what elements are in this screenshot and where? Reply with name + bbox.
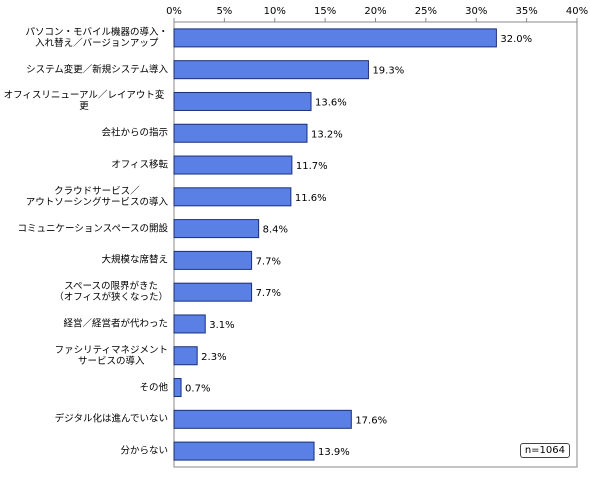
value-label: 11.7% — [296, 161, 328, 172]
y-tick-label: 大規模な席替え — [101, 254, 168, 266]
y-tick-label: デジタル化は進んでいない — [54, 413, 168, 425]
y-tick-label: コミュニケーションスペースの開設 — [17, 223, 168, 235]
x-tick-label: 25% — [415, 6, 437, 17]
y-tick-label: その他 — [139, 382, 168, 394]
bar — [173, 187, 292, 207]
annotation: n=1064 — [519, 443, 570, 458]
bar — [173, 346, 198, 366]
value-label: 2.3% — [201, 352, 226, 363]
y-tick-label: 経営／経営者が代わった — [63, 318, 168, 330]
y-tick-label: ファシリティマネジメント サービスの導入 — [54, 344, 168, 367]
value-label: 3.1% — [209, 320, 234, 331]
value-label: 13.6% — [315, 97, 347, 108]
bar — [173, 314, 206, 334]
x-tick-label: 5% — [216, 6, 232, 17]
value-label: 8.4% — [263, 225, 288, 236]
y-tick-label: オフィスリニューアル／レイアウト変更 — [3, 90, 165, 113]
value-label: 19.3% — [372, 66, 404, 77]
y-tick-label: クラウドサービス／ アウトソーシングサービスの導入 — [25, 185, 168, 208]
x-tick-label: 0% — [166, 6, 182, 17]
x-tick-label: 35% — [516, 6, 538, 17]
value-label: 17.6% — [355, 415, 387, 426]
value-label: 32.0% — [500, 34, 532, 45]
bar — [173, 250, 253, 270]
x-tick-label: 15% — [314, 6, 336, 17]
bar — [173, 28, 497, 48]
value-label: 13.2% — [311, 129, 343, 140]
x-tick-label: 10% — [264, 6, 286, 17]
y-tick-label: 分からない — [120, 445, 168, 457]
x-tick-label: 40% — [566, 6, 588, 17]
y-tick-label: パソコン・モバイル機器の導入・ 入れ替え／バージョンアップ — [25, 26, 168, 49]
x-tick-label: 20% — [364, 6, 386, 17]
bar — [173, 219, 260, 239]
y-tick-label: スペースの限界がきた （オフィスが狭くなった） — [54, 281, 168, 304]
value-label: 0.7% — [185, 384, 210, 395]
plot-frame — [173, 21, 578, 468]
y-tick-label: オフィス移転 — [111, 159, 168, 171]
value-label: 7.7% — [256, 288, 281, 299]
bar — [173, 409, 352, 429]
x-tick-label: 30% — [465, 6, 487, 17]
bar — [173, 123, 308, 143]
bar — [173, 91, 312, 111]
value-label: 11.6% — [295, 193, 327, 204]
bar — [173, 155, 293, 175]
y-tick-label: 会社からの指示 — [101, 127, 168, 139]
value-label: 13.9% — [318, 447, 350, 458]
value-label: 7.7% — [256, 256, 281, 267]
bar — [173, 282, 253, 302]
bar — [173, 60, 369, 80]
bar — [173, 441, 315, 461]
bar — [173, 378, 182, 398]
y-tick-label: システム変更／新規システム導入 — [26, 64, 168, 76]
